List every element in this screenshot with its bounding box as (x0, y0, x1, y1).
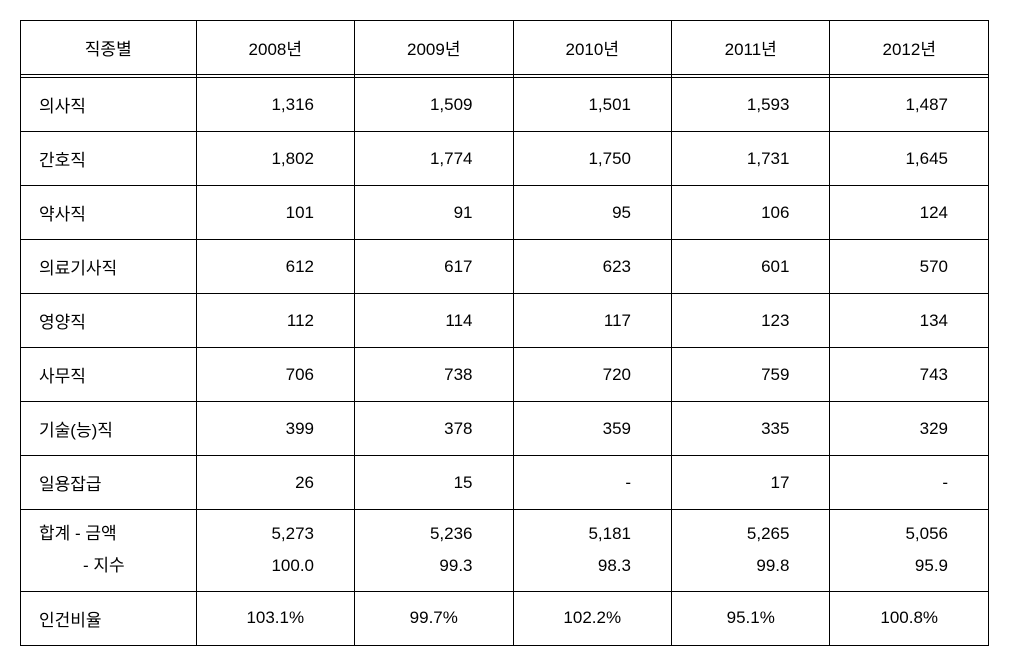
total-label-amount: 합계 - 금액 (39, 518, 178, 550)
total-index: 99.3 (373, 550, 472, 582)
cell-value: 114 (355, 294, 513, 348)
row-label: 사무직 (21, 348, 197, 402)
cell-value: 95 (513, 186, 671, 240)
cell-value: 26 (196, 456, 354, 510)
cell-value: - (830, 456, 989, 510)
ratio-value: 95.1% (671, 591, 829, 645)
row-label: 약사직 (21, 186, 197, 240)
cell-value: 570 (830, 240, 989, 294)
cell-value: 17 (671, 456, 829, 510)
cell-value: 117 (513, 294, 671, 348)
cell-value: 112 (196, 294, 354, 348)
total-index: 99.8 (690, 550, 789, 582)
cell-value: 329 (830, 402, 989, 456)
total-amount: 5,273 (215, 518, 314, 550)
cell-value: 91 (355, 186, 513, 240)
cell-value: 612 (196, 240, 354, 294)
cell-value: 743 (830, 348, 989, 402)
row-label: 기술(능)직 (21, 402, 197, 456)
job-category-table: 직종별 2008년 2009년 2010년 2011년 2012년 의사직 1,… (20, 20, 989, 646)
total-amount: 5,056 (848, 518, 948, 550)
cell-value: 359 (513, 402, 671, 456)
total-value: 5,181 98.3 (513, 510, 671, 592)
table-row: 일용잡급 26 15 - 17 - (21, 456, 989, 510)
table-row: 의료기사직 612 617 623 601 570 (21, 240, 989, 294)
table-row: 기술(능)직 399 378 359 335 329 (21, 402, 989, 456)
cell-value: 134 (830, 294, 989, 348)
ratio-value: 103.1% (196, 591, 354, 645)
cell-value: 101 (196, 186, 354, 240)
cell-value: 123 (671, 294, 829, 348)
cell-value: 399 (196, 402, 354, 456)
total-amount: 5,265 (690, 518, 789, 550)
cell-value: 1,509 (355, 78, 513, 132)
total-index: 98.3 (532, 550, 631, 582)
cell-value: 1,593 (671, 78, 829, 132)
total-value: 5,236 99.3 (355, 510, 513, 592)
row-label: 의료기사직 (21, 240, 197, 294)
cell-value: 1,750 (513, 132, 671, 186)
header-2008: 2008년 (196, 21, 354, 75)
total-value: 5,273 100.0 (196, 510, 354, 592)
table-row: 간호직 1,802 1,774 1,750 1,731 1,645 (21, 132, 989, 186)
total-label: 합계 - 금액 - 지수 (21, 510, 197, 592)
cell-value: 124 (830, 186, 989, 240)
table-row: 의사직 1,316 1,509 1,501 1,593 1,487 (21, 78, 989, 132)
total-value: 5,056 95.9 (830, 510, 989, 592)
total-value: 5,265 99.8 (671, 510, 829, 592)
cell-value: 1,487 (830, 78, 989, 132)
total-label-index: - 지수 (39, 550, 178, 582)
cell-value: 1,316 (196, 78, 354, 132)
total-index: 95.9 (848, 550, 948, 582)
header-2012: 2012년 (830, 21, 989, 75)
cell-value: 601 (671, 240, 829, 294)
header-2011: 2011년 (671, 21, 829, 75)
table-header-row: 직종별 2008년 2009년 2010년 2011년 2012년 (21, 21, 989, 75)
total-amount: 5,181 (532, 518, 631, 550)
ratio-row: 인건비율 103.1% 99.7% 102.2% 95.1% 100.8% (21, 591, 989, 645)
row-label: 간호직 (21, 132, 197, 186)
cell-value: 1,774 (355, 132, 513, 186)
ratio-value: 102.2% (513, 591, 671, 645)
header-2009: 2009년 (355, 21, 513, 75)
cell-value: 1,802 (196, 132, 354, 186)
ratio-value: 100.8% (830, 591, 989, 645)
cell-value: 617 (355, 240, 513, 294)
cell-value: 335 (671, 402, 829, 456)
table-row: 사무직 706 738 720 759 743 (21, 348, 989, 402)
cell-value: 720 (513, 348, 671, 402)
cell-value: 1,645 (830, 132, 989, 186)
total-index: 100.0 (215, 550, 314, 582)
cell-value: 623 (513, 240, 671, 294)
table-row: 약사직 101 91 95 106 124 (21, 186, 989, 240)
cell-value: - (513, 456, 671, 510)
cell-value: 106 (671, 186, 829, 240)
table-row: 영양직 112 114 117 123 134 (21, 294, 989, 348)
cell-value: 378 (355, 402, 513, 456)
header-2010: 2010년 (513, 21, 671, 75)
total-row: 합계 - 금액 - 지수 5,273 100.0 5,236 99.3 5,18… (21, 510, 989, 592)
cell-value: 15 (355, 456, 513, 510)
header-category: 직종별 (21, 21, 197, 75)
ratio-label: 인건비율 (21, 591, 197, 645)
cell-value: 706 (196, 348, 354, 402)
table-body: 의사직 1,316 1,509 1,501 1,593 1,487 간호직 1,… (21, 78, 989, 646)
ratio-value: 99.7% (355, 591, 513, 645)
row-label: 일용잡급 (21, 456, 197, 510)
row-label: 의사직 (21, 78, 197, 132)
cell-value: 1,731 (671, 132, 829, 186)
total-amount: 5,236 (373, 518, 472, 550)
cell-value: 738 (355, 348, 513, 402)
cell-value: 1,501 (513, 78, 671, 132)
row-label: 영양직 (21, 294, 197, 348)
cell-value: 759 (671, 348, 829, 402)
